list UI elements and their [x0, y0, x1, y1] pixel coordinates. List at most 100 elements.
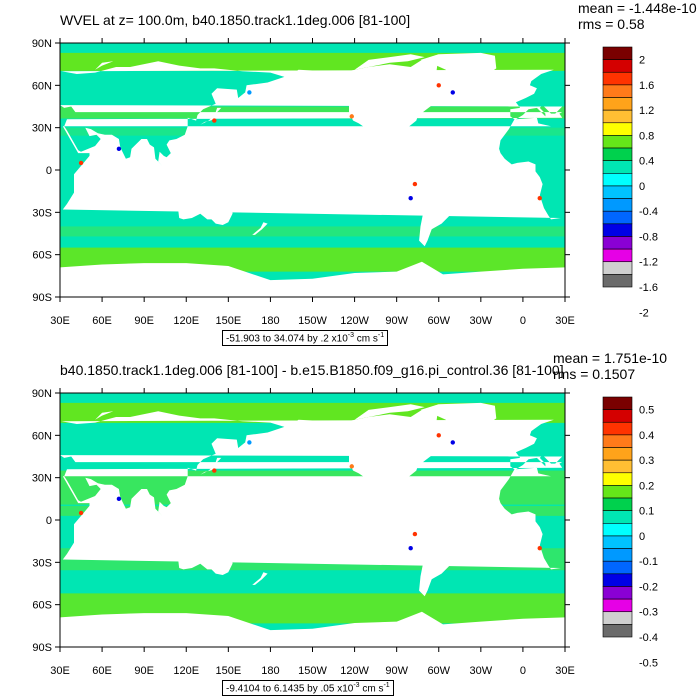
colorbar-label: -1.2 — [639, 257, 658, 269]
contour-info-box: -51.903 to 34.074 by .2 x10-3 cm s-1 — [222, 330, 389, 347]
colorbar-swatch — [602, 624, 633, 638]
rms-value: rms = 0.58 — [578, 16, 645, 32]
lon-label: 150W — [298, 315, 327, 327]
mean-value: mean = -1.448e-10 — [578, 0, 697, 16]
contour-info-units: cm s — [354, 333, 378, 345]
coastal-spot-8 — [450, 440, 455, 445]
lat-label: 30S — [32, 207, 52, 219]
colorbar-label: -0.8 — [639, 231, 658, 243]
colorbar-label: 0.2 — [639, 480, 654, 492]
colorbar-label: 0.4 — [639, 430, 654, 442]
lon-label: 90E — [134, 315, 154, 327]
lat-label: 60N — [32, 80, 52, 92]
contour-info-text: -51.903 to 34.074 by .2 x10 — [226, 333, 348, 345]
coastal-spot-4 — [537, 196, 542, 201]
colorbar-label: -1.6 — [639, 282, 658, 294]
map-axes: 90N 60N 30N 0 30S 60S 90S 30E 60E 90E 120E 150E 180 1… — [32, 388, 575, 677]
land-uk — [514, 88, 525, 100]
colorbar-label: 2 — [639, 55, 645, 67]
coastal-spot-3 — [349, 464, 354, 469]
colorbar-label: -0.3 — [639, 607, 658, 619]
colorbar-swatch — [602, 434, 633, 448]
land-arctic-canada — [354, 404, 425, 420]
land-australia — [177, 535, 233, 575]
contour-info-units: cm s — [359, 683, 384, 695]
map-area — [60, 43, 565, 297]
lat-label: 90N — [32, 38, 52, 50]
stats-block: mean = 1.751e-10 rms = 0.1507 — [553, 350, 667, 382]
lon-label: 0 — [520, 665, 526, 677]
coastal-spot-8 — [450, 90, 455, 95]
lon-label: 30W — [470, 315, 493, 327]
colorbar-swatch — [602, 573, 633, 587]
lon-label: 0 — [520, 315, 526, 327]
lon-label: 180 — [261, 315, 279, 327]
colorbar-swatch — [602, 485, 633, 499]
coastal-spot-2 — [408, 196, 413, 201]
colorbar: 2 1.6 1.2 0.8 0.4 0 -0.4 -0.8 -1.2 -1.6 -2 — [602, 46, 658, 319]
lat-label: 90N — [32, 388, 52, 400]
contour-info-exponent: -3 — [353, 682, 360, 689]
lon-label: 150E — [215, 315, 241, 327]
colorbar-swatch — [602, 160, 633, 174]
map-svg: 90N 60N 30N 0 30S 60S 90S 30E 60E 90E 120E 150E 180 1… — [32, 38, 658, 327]
colorbar-label: 0.3 — [639, 455, 654, 467]
lon-label: 30E — [555, 665, 575, 677]
lon-label: 90E — [134, 665, 154, 677]
colorbar-label: 0 — [639, 181, 645, 193]
contour-info-box: -9.4104 to 6.1435 by .05 x10-3 cm s-1 — [222, 680, 394, 697]
lon-label: 60W — [427, 315, 450, 327]
colorbar-swatch — [602, 459, 633, 474]
map-area — [60, 393, 565, 647]
positive-band-3 — [60, 226, 565, 237]
lon-label: 180 — [261, 665, 279, 677]
land-antarctica — [60, 261, 565, 297]
land-svalbard-zemlya — [95, 61, 114, 70]
colorbar-swatch — [602, 598, 633, 613]
colorbar-swatch — [602, 185, 633, 199]
rms-value: rms = 0.1507 — [553, 366, 636, 382]
map-panel-1: WVEL at z= 100.0m, b40.1850.track1.1deg.… — [32, 0, 697, 347]
colorbar-label: -0.2 — [639, 581, 658, 593]
colorbar-swatch — [602, 84, 633, 98]
colorbar-swatch — [602, 135, 633, 149]
coastal-spot-7 — [436, 433, 441, 438]
colorbar-swatch — [602, 497, 633, 511]
coastal-spot-6 — [116, 496, 122, 502]
colorbar-swatch — [602, 472, 633, 486]
lat-label: 0 — [46, 515, 52, 527]
land-svalbard-zemlya — [95, 411, 114, 420]
panel-title: WVEL at z= 100.0m, b40.1850.track1.1deg.… — [60, 12, 411, 28]
colorbar-label: 1.6 — [639, 80, 654, 92]
lon-label: 120E — [173, 315, 199, 327]
colorbar-swatch — [602, 97, 633, 111]
lon-label: 150E — [215, 665, 241, 677]
mean-value: mean = 1.751e-10 — [553, 350, 668, 366]
colorbar-swatch — [602, 109, 633, 124]
land-iceland — [492, 426, 504, 430]
land-new-guinea — [201, 521, 229, 535]
lat-label: 30N — [32, 123, 52, 135]
colorbar-swatch — [602, 274, 633, 288]
colorbar-swatch — [602, 586, 633, 600]
colorbar-swatch — [602, 147, 633, 161]
land-borneo — [170, 160, 185, 176]
coastal-spot-5 — [78, 510, 84, 516]
land-sri-lanka — [128, 155, 133, 162]
land-new-zealand — [252, 222, 268, 235]
colorbar-label: -0.5 — [639, 657, 658, 669]
lon-label: 30E — [50, 315, 70, 327]
colorbar-swatch — [602, 248, 633, 263]
colorbar-swatch — [602, 236, 633, 250]
colorbar-swatch — [602, 447, 633, 461]
lon-label: 90W — [385, 665, 408, 677]
lon-label: 30E — [50, 665, 70, 677]
land-madagascar — [79, 536, 89, 556]
land-japan — [200, 107, 222, 125]
lat-label: 90S — [32, 292, 52, 304]
colorbar-swatch — [602, 46, 633, 60]
land-sumatra — [151, 162, 167, 179]
colorbar-label: 0.5 — [639, 405, 654, 417]
contour-info-units-exponent: -1 — [377, 332, 385, 339]
map-svg: 90N 60N 30N 0 30S 60S 90S 30E 60E 90E 120E 150E 180 1… — [32, 388, 658, 677]
